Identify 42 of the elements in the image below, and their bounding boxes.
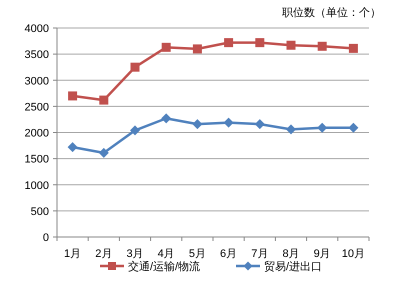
point xyxy=(130,62,140,72)
point xyxy=(224,118,234,128)
point xyxy=(98,148,109,158)
y-tick-label: 2000 xyxy=(24,128,49,140)
x-tick-label: 4月 xyxy=(158,248,175,260)
point xyxy=(192,119,202,130)
x-tick-label: 6月 xyxy=(220,248,238,260)
point xyxy=(68,91,78,100)
x-tick-label: 8月 xyxy=(282,248,300,260)
point xyxy=(224,38,234,48)
y-tick-label: 1500 xyxy=(24,154,49,166)
point xyxy=(286,124,296,134)
point xyxy=(286,40,296,50)
point xyxy=(255,38,264,48)
x-tick-label: 9月 xyxy=(314,248,331,260)
x-tick-label: 3月 xyxy=(126,248,144,260)
point xyxy=(348,122,358,133)
y-axis-title: 职位数（单位：个） xyxy=(282,6,381,19)
point xyxy=(161,113,172,124)
point xyxy=(192,44,202,54)
x-tick-label: 7月 xyxy=(251,248,268,260)
y-tick-label: 4000 xyxy=(24,23,49,35)
y-tick-label: 0 xyxy=(42,232,49,244)
y-tick-label: 2500 xyxy=(24,101,49,114)
y-tick-label: 1000 xyxy=(24,180,49,192)
x-tick-label: 1月 xyxy=(64,248,82,260)
x-tick-label: 10月 xyxy=(342,248,366,260)
point xyxy=(317,122,328,133)
y-tick-label: 500 xyxy=(30,206,49,218)
x-tick-label: 2月 xyxy=(95,248,112,260)
y-tick-label: 3500 xyxy=(24,49,49,62)
point xyxy=(68,142,78,152)
point xyxy=(130,125,140,136)
point xyxy=(348,44,358,53)
point xyxy=(254,119,265,130)
legend-label: 交通/运输/物流 xyxy=(128,260,200,273)
x-tick-label: 5月 xyxy=(188,248,206,260)
point xyxy=(162,42,171,52)
y-tick-label: 3000 xyxy=(24,75,49,88)
point xyxy=(99,96,108,105)
legend-label: 贸易/进出口 xyxy=(264,260,322,273)
point xyxy=(318,42,327,51)
